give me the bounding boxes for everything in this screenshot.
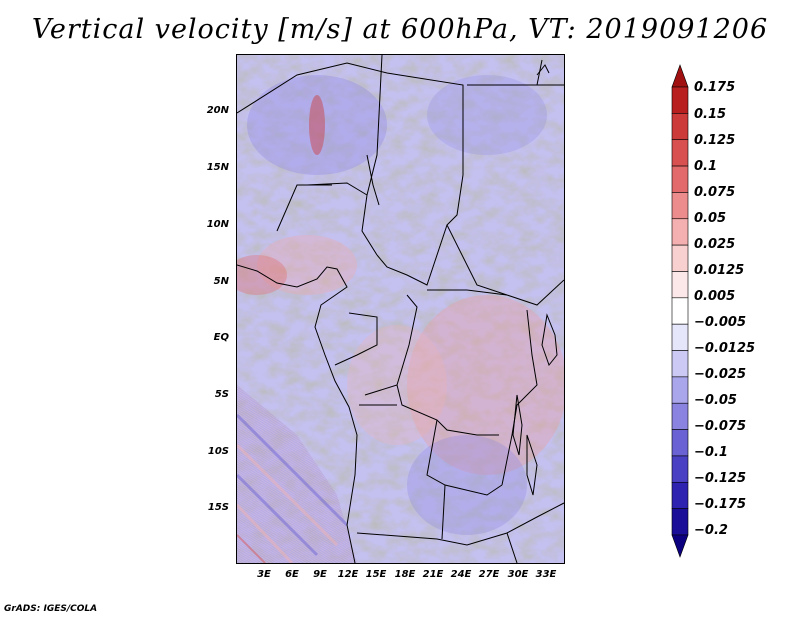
lon-label-33e: 33E — [535, 569, 557, 580]
cb-label: −0.005 — [694, 315, 747, 330]
colorbar-swatch — [671, 192, 689, 220]
cb-label: 0.075 — [694, 185, 736, 200]
colorbar — [671, 64, 689, 558]
colorbar-swatch — [671, 64, 689, 88]
cb-label: 0.125 — [694, 133, 736, 148]
cb-label: −0.1 — [694, 445, 728, 460]
lat-label-15n: 15N — [206, 162, 229, 173]
lat-label-20n: 20N — [206, 105, 229, 116]
colorbar-swatch — [671, 402, 689, 430]
colorbar-swatch — [671, 139, 689, 167]
colorbar-swatch — [671, 455, 689, 483]
map-panel — [236, 54, 565, 564]
colorbar-swatch — [671, 534, 689, 558]
colorbar-swatch — [671, 376, 689, 404]
lat-label-5n: 5N — [213, 276, 229, 287]
lat-label-5s: 5S — [214, 389, 229, 400]
cb-label: 0.025 — [694, 237, 736, 252]
colorbar-swatch — [671, 271, 689, 299]
lat-label-15s: 15S — [207, 502, 229, 513]
lon-label-15e: 15E — [365, 569, 387, 580]
colorbar-swatch — [671, 297, 689, 325]
lon-label-9e: 9E — [313, 569, 327, 580]
cb-label: −0.075 — [694, 419, 747, 434]
cb-label: −0.2 — [694, 523, 728, 538]
cb-label: −0.025 — [694, 367, 747, 382]
cb-label: 0.1 — [694, 159, 718, 174]
colorbar-swatch — [671, 508, 689, 536]
cb-label: −0.125 — [694, 471, 747, 486]
colorbar-swatch — [671, 323, 689, 351]
footer-credit: GrADS: IGES/COLA — [4, 604, 98, 614]
lon-label-24e: 24E — [450, 569, 472, 580]
cb-label: −0.175 — [694, 497, 747, 512]
cb-label: 0.15 — [694, 107, 727, 122]
lon-label-12e: 12E — [337, 569, 359, 580]
cb-label: 0.05 — [694, 211, 727, 226]
colorbar-swatch — [671, 113, 689, 141]
plot-title: Vertical velocity [m/s] at 600hPa, VT: 2… — [31, 14, 769, 45]
lon-label-6e: 6E — [285, 569, 299, 580]
colorbar-swatch — [671, 429, 689, 457]
cb-label: 0.005 — [694, 289, 736, 304]
cb-label: −0.05 — [694, 393, 737, 408]
lon-label-3e: 3E — [257, 569, 271, 580]
velocity-field — [237, 55, 564, 563]
colorbar-swatch — [671, 86, 689, 114]
lat-label-10n: 10N — [206, 219, 229, 230]
lon-label-27e: 27E — [478, 569, 500, 580]
colorbar-swatch — [671, 481, 689, 509]
cb-label: 0.0125 — [694, 263, 745, 278]
lon-label-21e: 21E — [422, 569, 444, 580]
lat-label-10s: 10S — [207, 446, 229, 457]
colorbar-swatch — [671, 218, 689, 246]
lon-label-30e: 30E — [507, 569, 529, 580]
cb-label: −0.0125 — [694, 341, 756, 356]
colorbar-swatch — [671, 350, 689, 378]
cb-label: 0.175 — [694, 80, 736, 95]
colorbar-swatch — [671, 165, 689, 193]
lat-label-eq: EQ — [213, 332, 229, 343]
lon-label-18e: 18E — [394, 569, 416, 580]
colorbar-swatch — [671, 244, 689, 272]
